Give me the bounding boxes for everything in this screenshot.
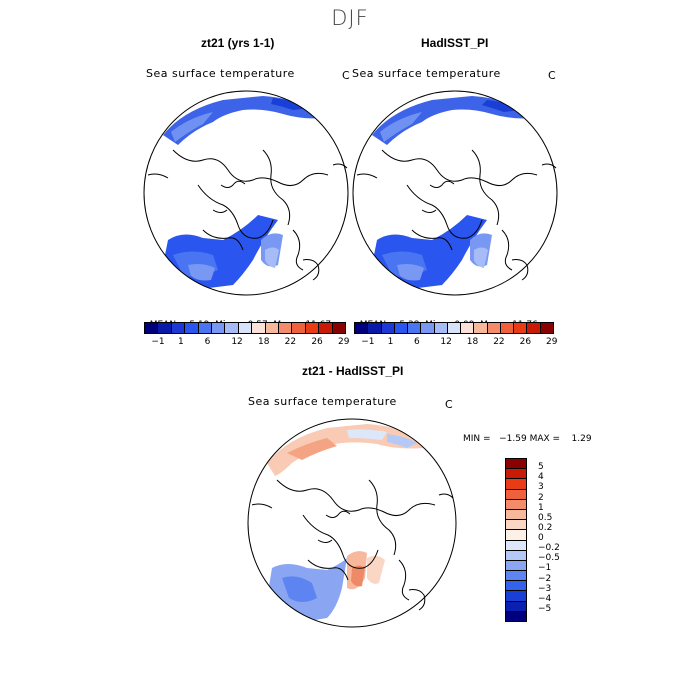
colorbar-level-label: −0.2	[538, 543, 560, 554]
colorbar-swatch	[514, 323, 528, 333]
left-colorbar	[144, 322, 346, 334]
colorbar-swatch	[381, 323, 395, 333]
colorbar-tick-label: 18	[258, 337, 270, 347]
colorbar-tick-label: 12	[231, 337, 243, 347]
colorbar-tick-label: 29	[546, 337, 558, 347]
colorbar-swatch	[506, 509, 526, 521]
right-panel-title: HadISST_PI	[421, 36, 489, 50]
right-colorbar	[354, 322, 554, 334]
colorbar-level-label: 5	[538, 462, 544, 473]
colorbar-level-label: −1	[538, 563, 552, 574]
colorbar-swatch	[527, 323, 541, 333]
colorbar-swatch	[474, 323, 488, 333]
colorbar-swatch	[506, 540, 526, 551]
left-panel-title: zt21 (yrs 1-1)	[201, 36, 275, 50]
colorbar-swatch	[506, 571, 526, 582]
colorbar-swatch	[305, 323, 320, 333]
colorbar-swatch	[506, 550, 526, 561]
colorbar-swatch	[198, 323, 213, 333]
colorbar-level-label: −3	[538, 583, 552, 594]
colorbar-swatch	[292, 323, 306, 333]
colorbar-swatch	[158, 323, 172, 333]
colorbar-level-label: 4	[538, 472, 544, 483]
colorbar-level-label: −4	[538, 593, 552, 604]
colorbar-swatch	[145, 323, 159, 333]
left-panel-unit: C	[342, 69, 350, 82]
colorbar-swatch	[332, 323, 346, 333]
right-colorbar-ticks: −1 1 6 12 18 22 26 29	[354, 337, 557, 349]
colorbar-swatch	[225, 323, 239, 333]
colorbar-swatch	[500, 323, 515, 333]
colorbar-swatch	[506, 611, 526, 621]
right-panel-subtitle: Sea surface temperature	[352, 67, 501, 80]
colorbar-swatch	[506, 601, 526, 612]
colorbar-swatch	[487, 323, 501, 333]
left-map	[143, 90, 349, 296]
colorbar-tick-label: 1	[178, 337, 184, 347]
colorbar-swatch	[506, 581, 526, 592]
colorbar-tick-label: 26	[519, 337, 532, 347]
colorbar-level-label: 3	[538, 482, 544, 493]
colorbar-tick-label: 18	[466, 337, 479, 347]
diff-panel-title: zt21 - HadISST_PI	[302, 364, 404, 378]
colorbar-swatch	[506, 499, 526, 510]
diff-stats: MIN = −1.59 MAX = 1.29	[463, 434, 592, 444]
colorbar-swatch	[368, 323, 382, 333]
colorbar-swatch	[434, 323, 448, 333]
colorbar-level-label: 2	[538, 492, 544, 503]
colorbar-tick-label: 22	[284, 337, 297, 347]
colorbar-level-label: 1	[538, 502, 544, 513]
colorbar-swatch	[171, 323, 186, 333]
diff-colorbar-labels: 5 4 3 2 1 0.5 0.2 0 −0.2 −0.5 −1 −2 −3 −4 −5	[538, 458, 578, 620]
colorbar-swatch	[506, 489, 526, 500]
colorbar-level-label: −0.5	[538, 553, 560, 564]
colorbar-swatch	[421, 323, 435, 333]
colorbar-swatch	[252, 323, 266, 333]
colorbar-swatch	[355, 323, 369, 333]
colorbar-swatch	[238, 323, 253, 333]
figure-title: DJF	[331, 6, 369, 30]
colorbar-swatch	[506, 530, 526, 541]
diff-panel-subtitle: Sea surface temperature	[248, 395, 397, 408]
colorbar-swatch	[447, 323, 462, 333]
colorbar-level-label: −5	[538, 603, 552, 614]
colorbar-swatch	[408, 323, 422, 333]
colorbar-swatch	[506, 520, 526, 531]
colorbar-swatch	[506, 560, 526, 572]
colorbar-tick-label: 22	[493, 337, 505, 347]
colorbar-swatch	[506, 479, 526, 490]
diff-colorbar	[505, 458, 527, 622]
colorbar-tick-label: −1	[361, 337, 375, 347]
colorbar-level-label: 0.2	[538, 522, 553, 533]
colorbar-tick-label: 6	[204, 337, 211, 347]
diff-map	[247, 418, 457, 628]
colorbar-swatch	[212, 323, 226, 333]
colorbar-swatch	[185, 323, 199, 333]
colorbar-level-label: −2	[538, 573, 552, 584]
colorbar-tick-label: 12	[440, 337, 452, 347]
colorbar-swatch	[540, 323, 553, 333]
colorbar-swatch	[319, 323, 333, 333]
right-map	[352, 90, 558, 296]
colorbar-swatch	[394, 323, 409, 333]
colorbar-level-label: 0	[538, 533, 544, 543]
colorbar-swatch	[506, 469, 526, 480]
colorbar-swatch	[279, 323, 293, 333]
colorbar-tick-label: 6	[414, 337, 420, 347]
colorbar-swatch	[506, 591, 526, 602]
left-colorbar-ticks: −1 1 6 12 18 22 26 29	[144, 337, 349, 349]
left-panel-subtitle: Sea surface temperature	[146, 67, 295, 80]
colorbar-tick-label: 29	[338, 337, 350, 347]
colorbar-swatch	[265, 323, 280, 333]
colorbar-tick-label: −1	[151, 337, 165, 347]
colorbar-level-label: 0.5	[538, 512, 553, 523]
colorbar-swatch	[506, 459, 526, 470]
right-panel-unit: C	[548, 69, 556, 82]
colorbar-swatch	[461, 323, 475, 333]
colorbar-tick-label: 1	[387, 337, 394, 347]
diff-panel-unit: C	[445, 398, 453, 411]
colorbar-tick-label: 26	[311, 337, 323, 347]
